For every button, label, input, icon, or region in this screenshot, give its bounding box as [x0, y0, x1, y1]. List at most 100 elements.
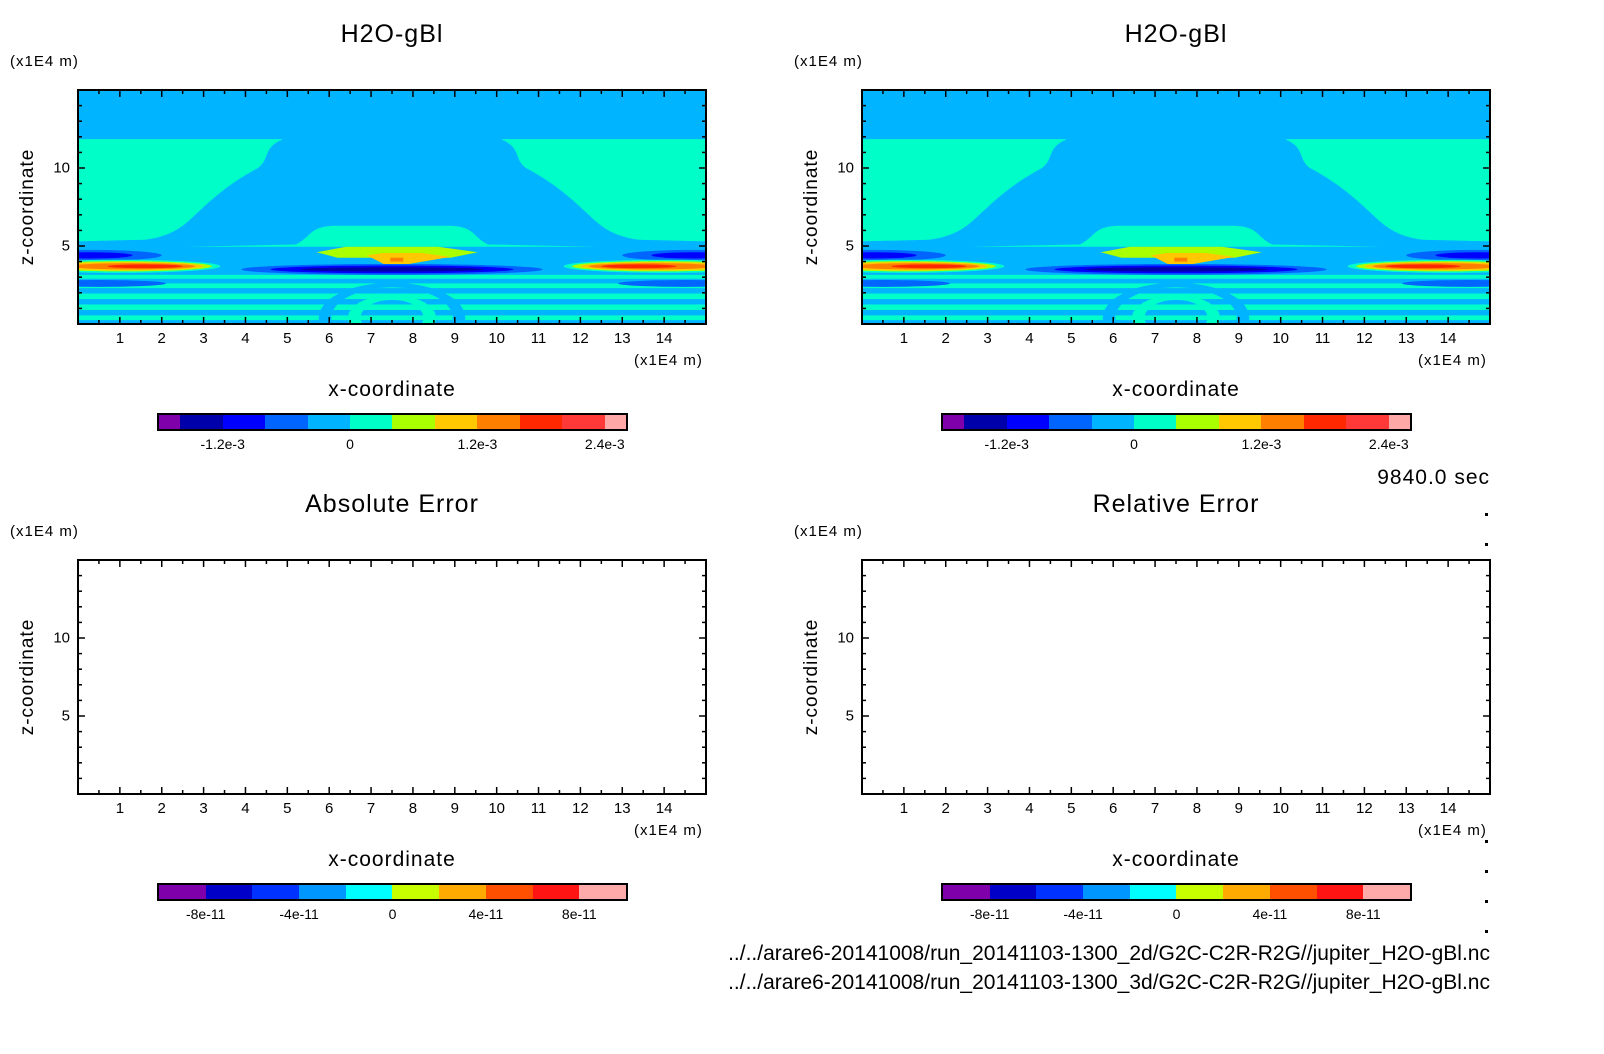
- y-tick-label: 10: [53, 629, 70, 647]
- x-tick-label: 3: [983, 330, 992, 347]
- filled-contours: [19, 90, 764, 351]
- colorbar-segment: [439, 885, 486, 899]
- x-tick-label: 3: [199, 800, 208, 817]
- colorbar-segment: [159, 885, 206, 899]
- x-tick-label: 2: [941, 330, 950, 347]
- colorbar-segment: [205, 885, 253, 899]
- y-axis-unit: (x1E4 m): [794, 53, 863, 70]
- x-tick-label: 4: [241, 330, 250, 347]
- x-tick-label: 1: [899, 800, 909, 817]
- x-tick-label: 5: [283, 330, 292, 347]
- x-tick-label: 9: [1234, 330, 1243, 347]
- x-tick-label: 11: [1314, 800, 1331, 817]
- colorbar-label: 1.2e-3: [457, 436, 498, 452]
- plot-frame: [77, 559, 707, 795]
- contour-plot: [861, 89, 1491, 325]
- y-tick-label: 5: [61, 707, 70, 725]
- x-tick-label: 14: [655, 330, 673, 347]
- y-tick-label: 5: [845, 237, 854, 255]
- x-tick-label: 9: [450, 330, 459, 347]
- colorbar-segment: [1176, 415, 1219, 429]
- y-tick-label: 10: [837, 159, 854, 177]
- colorbar-segment: [1218, 415, 1262, 429]
- x-axis-label: x-coordinate: [1112, 378, 1240, 401]
- colorbar-segment: [1223, 885, 1270, 899]
- x-tick-label: 14: [1439, 800, 1457, 817]
- x-tick-label: 2: [157, 330, 166, 347]
- x-tick-label: 12: [572, 330, 589, 347]
- x-tick-label: 8: [1192, 800, 1202, 817]
- colorbar-segment: [562, 415, 605, 429]
- colorbar: [157, 883, 628, 901]
- y-tick-label: 5: [61, 237, 70, 255]
- colorbar-segment: [579, 885, 626, 899]
- file-path-2d: ../../arare6-20141008/run_20141103-1300_…: [728, 942, 1490, 965]
- colorbar-segment: [604, 415, 626, 429]
- colorbar-label: 8e-11: [561, 906, 597, 922]
- plot-area: [77, 89, 707, 325]
- colorbar-segment: [265, 415, 308, 429]
- x-axis-label: x-coordinate: [328, 378, 456, 401]
- colorbar-label: 2.4e-3: [1368, 436, 1409, 452]
- colorbar-label: 8e-11: [1345, 906, 1381, 922]
- plot-frame: [861, 559, 1491, 795]
- x-tick-label: 4: [1025, 800, 1034, 817]
- colorbar-segment: [180, 415, 223, 429]
- colorbar-label: -8e-11: [185, 906, 226, 922]
- colorbar-segment: [485, 885, 533, 899]
- colorbar-segment: [1316, 885, 1364, 899]
- plot-area: [861, 559, 1491, 795]
- x-tick-label: 13: [1397, 330, 1415, 347]
- marker-dot: [1485, 870, 1488, 873]
- x-tick-label: 13: [613, 800, 631, 817]
- colorbar-label: 1.2e-3: [1241, 436, 1282, 452]
- panel-h2o-2d: H2O-gBl (x1E4 m) (x1E4 m) z-coordinate x-coo…: [0, 0, 784, 470]
- x-axis-unit: (x1E4 m): [1418, 352, 1487, 369]
- colorbar-segment: [392, 415, 435, 429]
- colorbar-segment: [964, 415, 1007, 429]
- plot-frame: [861, 89, 1491, 325]
- colorbar-segment: [943, 415, 965, 429]
- y-tick-label: 10: [53, 159, 70, 177]
- colorbar-label: 0: [1130, 436, 1138, 452]
- colorbar-segment: [943, 885, 990, 899]
- colorbar-label: -4e-11: [279, 906, 319, 922]
- colorbar-segment: [1261, 415, 1304, 429]
- y-axis-unit: (x1E4 m): [10, 523, 79, 540]
- x-tick-label: 10: [1272, 330, 1289, 347]
- x-tick-label: 10: [1272, 800, 1289, 817]
- x-tick-label: 7: [366, 800, 376, 817]
- colorbar-label: 0: [1172, 906, 1181, 922]
- colorbar-segment: [434, 415, 478, 429]
- x-axis-unit: (x1E4 m): [1418, 822, 1487, 839]
- x-tick-label: 12: [572, 800, 589, 817]
- marker-dot: [1485, 543, 1488, 546]
- x-tick-label: 8: [408, 800, 418, 817]
- panel-relative-error: Relative Error (x1E4 m) (x1E4 m) z-coordina…: [784, 470, 1568, 940]
- y-tick-label: 5: [845, 707, 854, 725]
- colorbar-segment: [222, 415, 266, 429]
- x-tick-label: 12: [1356, 330, 1373, 347]
- colorbar-segment: [392, 885, 440, 899]
- marker-dot: [1485, 900, 1488, 903]
- x-axis-unit: (x1E4 m): [634, 352, 703, 369]
- x-tick-label: 9: [1234, 800, 1243, 817]
- colorbar-label: -1.2e-3: [984, 436, 1029, 452]
- colorbar-segment: [1036, 885, 1084, 899]
- x-axis-unit: (x1E4 m): [634, 822, 703, 839]
- colorbar-segment: [299, 885, 346, 899]
- plot-area: [77, 559, 707, 795]
- x-tick-label: 8: [1192, 330, 1202, 347]
- colorbar-segment: [1049, 415, 1092, 429]
- colorbar-label: 4e-11: [1252, 906, 1288, 922]
- contour-plot: [77, 559, 707, 795]
- colorbar-segment: [350, 415, 393, 429]
- colorbar-segment: [1346, 415, 1389, 429]
- x-axis-label: x-coordinate: [1112, 848, 1240, 871]
- colorbar-label: 0: [388, 906, 397, 922]
- x-tick-label: 5: [1067, 800, 1076, 817]
- x-tick-label: 5: [283, 800, 292, 817]
- colorbar-segment: [1388, 415, 1410, 429]
- colorbar-segment: [477, 415, 520, 429]
- marker-dot: [1485, 840, 1488, 843]
